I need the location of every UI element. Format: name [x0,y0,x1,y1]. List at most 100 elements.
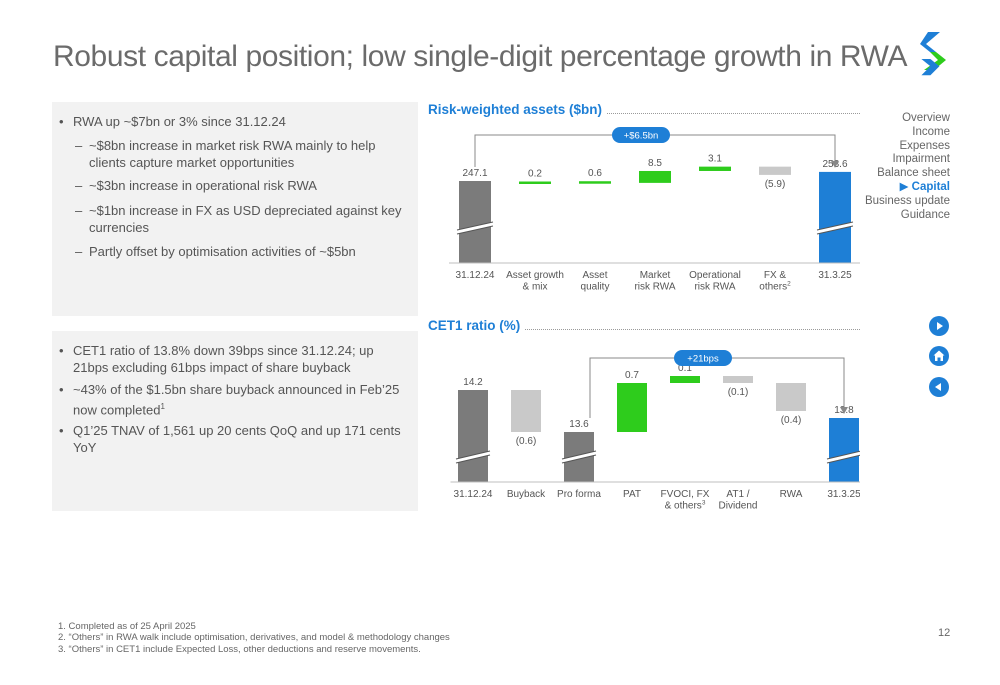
footnote-ref: 2 [787,281,791,288]
rwa-waterfall-chart: 247.10.20.68.53.1(5.9)253.631.12.24Asset… [449,127,860,293]
axis-break-line [455,454,491,464]
category-label: FVOCI, FX [661,489,710,500]
cet1-bullet: • ~43% of the $1.5bn share buyback announ… [59,382,400,417]
bar-asset-growth-mix [519,181,551,184]
rwa-sub-bullet: – Partly offset by optimisation activitie… [75,244,356,259]
bar-31-12-24 [459,181,491,263]
axis-break-line [561,450,597,460]
axis-break-line [826,450,860,460]
bar-operational-risk-rwa [699,166,731,171]
annotation-label: +$6.5bn [624,131,659,142]
home-icon [933,350,945,361]
data-label: (0.1) [728,387,749,398]
axis-break-line [456,221,494,231]
category-label: Asset [582,270,607,281]
data-label: 0.1 [678,363,692,374]
category-label: 31.3.25 [827,489,860,500]
nav-item-business-update[interactable]: Business update [864,194,950,207]
data-label: (0.6) [516,436,537,447]
data-label: 0.6 [588,168,602,179]
cet1-commentary-panel: • CET1 ratio of 13.8% down 39bps since 31… [52,331,418,511]
data-label: 0.2 [528,169,542,180]
rwa-sub-bullet: – ~$1bn increase in FX as USD depreciated… [75,203,402,235]
nav-item-overview[interactable]: Overview [902,112,950,124]
category-label: AT1 / [726,489,749,500]
next-arrow-icon [937,322,943,330]
footnotes: 1. Completed as of 25 April 2025 2. “Oth… [58,621,450,655]
axis-break-line [816,225,854,235]
bar-31-12-24 [458,390,488,482]
category-label: Market [640,270,671,281]
bar-fvoci-fx-others [670,376,700,383]
back-arrow-icon [935,383,941,391]
category-label: Buyback [507,489,546,500]
category-label: FX & [764,270,787,281]
annotation-pill [674,350,732,366]
play-marker-icon: ▶ [899,180,909,193]
footnote-ref: 3 [702,500,706,507]
axis-break-line [826,454,860,464]
category-label: RWA [780,489,803,500]
bracket-arrow-icon [831,160,839,168]
previous-slide-button[interactable] [929,377,949,397]
data-label: 13.6 [569,419,589,430]
rwa-sub-bullet: – ~$8bn increase in market risk RWA mainl… [75,138,376,170]
category-label: PAT [623,489,641,500]
category-label: risk RWA [694,282,735,293]
axis-break-mark [457,222,493,234]
bar-buyback [511,390,541,432]
category-label: quality [581,282,610,293]
bar-pat [617,383,647,432]
bar-at1-dividend [723,376,753,383]
home-button[interactable] [929,346,949,366]
cet1-chart-title: CET1 ratio (%) [428,318,525,333]
axis-break-line [456,225,494,235]
axis-break-mark [817,222,853,234]
annotation-label: +21bps [687,354,719,365]
annotation-pill [612,127,670,143]
standard-chartered-logo-icon [920,32,946,76]
data-label: 3.1 [708,154,722,165]
rwa-bullet: • RWA up ~$7bn or 3% since 31.12.24 [59,114,286,129]
category-label: Dividend [719,501,758,512]
data-label: (0.4) [781,415,802,426]
rwa-commentary-panel: • RWA up ~$7bn or 3% since 31.12.24 – ~$8b… [52,102,418,316]
data-label: (5.9) [765,179,786,190]
cet1-bullet: • Q1’25 TNAV of 1,561 up 20 cents QoQ and… [59,423,401,455]
cet1-title-rule [428,329,860,330]
category-label: & mix [523,282,548,293]
nav-item-income[interactable]: Income [912,125,950,138]
rwa-chart-title: Risk-weighted assets ($bn) [428,102,607,117]
category-label: others2 [759,281,791,293]
data-label: 14.2 [463,377,483,388]
axis-break-mark [562,451,596,463]
rwa-title-rule [428,113,860,114]
bar-asset-quality [579,181,611,184]
axis-break-line [561,454,597,464]
nav-item-balance-sheet[interactable]: Balance sheet [877,167,950,180]
cet1-bullet: • CET1 ratio of 13.8% down 39bps since 31… [59,343,374,375]
nav-item-capital[interactable]: ▶ Capital [899,180,950,193]
bar-31-3-25 [829,418,859,482]
next-slide-button[interactable] [929,316,949,336]
bracket-arrow-icon [840,407,848,414]
bar-rwa [776,383,806,411]
nav-item-expenses[interactable]: Expenses [899,139,950,152]
bar-fx-others [759,166,791,175]
nav-item-impairment[interactable]: Impairment [892,153,950,166]
page-number: 12 [938,627,951,639]
footnote: 1. Completed as of 25 April 2025 [58,621,196,632]
category-label: Operational [689,270,741,281]
category-label: 31.3.25 [818,270,852,281]
page-title: Robust capital position; low single-digi… [53,40,908,73]
data-label: 8.5 [648,158,662,169]
category-label: 31.12.24 [454,489,493,500]
axis-break-line [455,450,491,460]
bar-31-3-25 [819,171,851,263]
category-label: risk RWA [634,282,675,293]
axis-break-mark [827,451,860,463]
axis-break-line [816,221,854,231]
nav-item-guidance[interactable]: Guidance [900,208,950,221]
data-label: 0.7 [625,370,639,381]
footnote: 3. “Others” in CET1 include Expected Los… [58,643,421,655]
